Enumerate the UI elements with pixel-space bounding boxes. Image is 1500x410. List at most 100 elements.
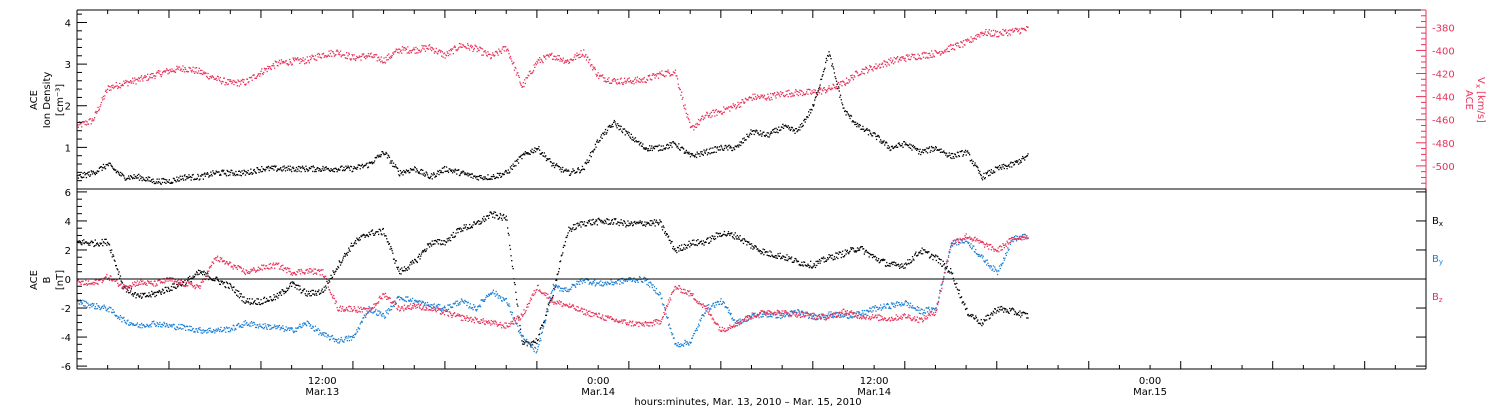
density-series-point bbox=[198, 179, 200, 181]
density-series-point bbox=[805, 118, 807, 120]
vx-series-point bbox=[361, 53, 363, 55]
density-series-point bbox=[187, 176, 189, 178]
vx-series-point bbox=[380, 56, 382, 58]
by-series-point bbox=[265, 325, 267, 327]
bx-series-point bbox=[337, 265, 339, 268]
vx-series-point bbox=[623, 77, 626, 79]
density-series-point bbox=[1015, 160, 1018, 162]
by-series-point bbox=[479, 306, 482, 308]
density-series-point bbox=[623, 128, 625, 130]
bx-series-point bbox=[422, 250, 424, 252]
vx-series-point bbox=[553, 55, 555, 57]
by-series-point bbox=[373, 311, 376, 313]
by-series-point bbox=[168, 324, 170, 326]
density-series-point bbox=[555, 164, 557, 166]
vx-series-point bbox=[765, 99, 768, 101]
by-series-point bbox=[263, 326, 266, 329]
density-series-point bbox=[768, 136, 770, 138]
density-series-point bbox=[870, 133, 872, 135]
density-series-point bbox=[83, 176, 85, 178]
density-series-point bbox=[192, 173, 194, 176]
vx-series-point bbox=[468, 47, 470, 49]
by-series-point bbox=[368, 306, 370, 308]
by-series-point bbox=[461, 299, 463, 301]
bx-series-point bbox=[490, 211, 492, 213]
bx-series-point bbox=[352, 245, 355, 247]
density-series-point bbox=[284, 167, 286, 169]
by-series-point bbox=[402, 298, 404, 300]
vx-series-point bbox=[388, 53, 390, 55]
bx-series-point bbox=[963, 304, 965, 306]
density-series-point bbox=[775, 127, 777, 129]
bx-series-point bbox=[310, 290, 312, 293]
density-series-point bbox=[958, 155, 960, 157]
vx-series-point bbox=[871, 68, 873, 71]
vx-series-point bbox=[299, 62, 301, 65]
bx-series-point bbox=[937, 262, 940, 264]
vx-series-point bbox=[725, 108, 727, 110]
by-series-point bbox=[260, 325, 262, 327]
vx-series-point bbox=[947, 50, 949, 53]
vx-series-point bbox=[337, 50, 339, 52]
bx-series-point bbox=[700, 240, 702, 242]
density-series-point bbox=[843, 107, 845, 109]
vx-series-point bbox=[166, 69, 168, 71]
bx-series-point bbox=[336, 268, 338, 270]
bx-series-point bbox=[99, 242, 101, 244]
vx-series-point bbox=[96, 112, 98, 114]
density-series-point bbox=[755, 129, 757, 131]
vx-series-point bbox=[225, 81, 227, 84]
density-series-point bbox=[382, 151, 384, 153]
density-series-point bbox=[1008, 164, 1010, 166]
by-series-point bbox=[178, 323, 180, 326]
vx-series-point bbox=[98, 108, 100, 110]
density-series-point bbox=[906, 144, 908, 146]
by-series-point bbox=[555, 284, 557, 286]
by-series-point bbox=[191, 330, 193, 332]
vx-series-point bbox=[477, 47, 479, 50]
density-series-point bbox=[545, 155, 547, 157]
bx-series-point bbox=[871, 253, 873, 256]
by-series-point bbox=[91, 306, 93, 308]
density-series-point bbox=[107, 164, 109, 167]
vx-series-point bbox=[847, 82, 849, 84]
density-series-point bbox=[1013, 164, 1015, 166]
density-series-point bbox=[193, 179, 195, 181]
vx-series-point bbox=[376, 60, 378, 62]
bx-series-point bbox=[681, 244, 683, 246]
vx-series-point bbox=[599, 74, 601, 76]
bx-series-point bbox=[532, 341, 534, 343]
bx-series-point bbox=[689, 246, 691, 248]
density-series-point bbox=[839, 94, 842, 96]
bx-series-point bbox=[761, 252, 764, 254]
vx-series-point bbox=[472, 50, 474, 53]
density-series-point bbox=[685, 149, 687, 152]
vx-series-point bbox=[318, 52, 320, 55]
density-series-point bbox=[709, 153, 711, 155]
bx-series-point bbox=[741, 239, 743, 242]
bx-series-point bbox=[628, 225, 630, 227]
bx-series-point bbox=[555, 279, 557, 281]
bx-series-point bbox=[600, 219, 603, 222]
by-series-point bbox=[352, 336, 354, 339]
density-series-point bbox=[564, 170, 567, 172]
bx-series-point bbox=[157, 291, 160, 294]
bx-series bbox=[77, 211, 1029, 347]
density-series-point bbox=[386, 157, 389, 159]
vx-series-point bbox=[881, 63, 883, 65]
by-series-point bbox=[439, 304, 441, 306]
bx-series-point bbox=[310, 295, 312, 297]
bx-series-point bbox=[946, 265, 948, 268]
vx-series-point bbox=[598, 75, 601, 77]
vx-series-point bbox=[405, 47, 407, 49]
bx-series-point bbox=[776, 255, 778, 257]
vx-series-point bbox=[456, 49, 459, 51]
density-series-point bbox=[212, 170, 214, 172]
vx-series-point bbox=[819, 88, 821, 91]
bx-series-point bbox=[180, 285, 183, 287]
bx-series-point bbox=[324, 289, 326, 291]
vx-series-point bbox=[428, 44, 431, 46]
bx-series-point bbox=[990, 314, 992, 316]
bx-series-point bbox=[375, 231, 377, 233]
by-series-point bbox=[94, 307, 96, 310]
